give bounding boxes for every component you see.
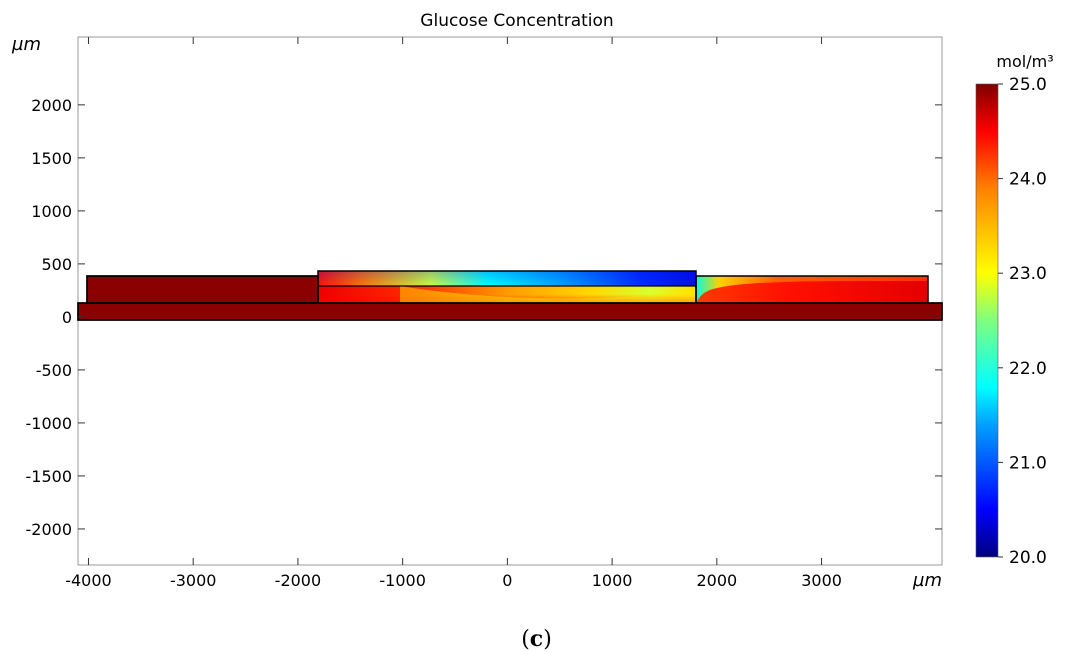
x-tick-label: 1000: [592, 571, 633, 590]
region-central-plume: [400, 286, 696, 303]
colorbar-tick-label: 24.0: [1009, 170, 1047, 190]
y-axis-unit: µm: [11, 34, 41, 55]
x-tick-label: 3000: [801, 571, 842, 590]
plot-area: -4000 -3000 -2000 -1000 0 1000 2000 3000 2000 15…: [11, 34, 943, 591]
y-tick-label: 500: [41, 255, 72, 274]
y-axis-ticks: 2000 1500 1000 500 0 -500 -1000 -1500 -2000: [26, 96, 942, 539]
x-tick-label: -3000: [170, 571, 217, 590]
outline-substrate: [77, 302, 943, 321]
region-central-channel-shade: [318, 271, 696, 286]
panel-letter: c: [529, 626, 544, 652]
y-tick-label: 2000: [31, 96, 72, 115]
region-right-boundary: [696, 276, 928, 303]
panel-label: (c): [521, 626, 552, 652]
colorbar-tick-label: 21.0: [1009, 453, 1047, 473]
y-tick-label: -500: [36, 361, 72, 380]
x-axis-ticks: -4000 -3000 -2000 -1000 0 1000 2000 3000: [65, 37, 842, 590]
x-tick-label: -4000: [65, 571, 112, 590]
colorbar-tick-label: 22.0: [1009, 359, 1047, 379]
y-tick-label: 1500: [31, 149, 72, 168]
x-tick-label: -2000: [275, 571, 322, 590]
y-tick-label: 1000: [31, 202, 72, 221]
colorbar-tick-label: 20.0: [1009, 548, 1047, 568]
colorbar: mol/m³ 25.0 24.0 23.0 22.0 21.0 20.0: [975, 52, 1054, 568]
colorbar-gradient: [975, 83, 999, 558]
colorbar-ticks: 25.0 24.0 23.0 22.0 21.0 20.0: [998, 75, 1047, 568]
chart-title: Glucose Concentration: [420, 11, 613, 31]
y-tick-label: -2000: [26, 520, 73, 539]
x-tick-label: -1000: [379, 571, 426, 590]
y-tick-label: -1500: [26, 467, 73, 486]
colorbar-tick-label: 25.0: [1009, 75, 1047, 95]
region-left-reservoir: [86, 275, 319, 304]
region-substrate: [77, 302, 943, 321]
x-tick-label: 2000: [696, 571, 737, 590]
x-tick-label: 0: [502, 571, 512, 590]
y-tick-label: 0: [62, 308, 72, 327]
colorbar-tick-label: 23.0: [1009, 264, 1047, 284]
colorbar-unit: mol/m³: [996, 52, 1053, 71]
y-tick-label: -1000: [26, 414, 73, 433]
x-axis-unit: µm: [912, 570, 942, 591]
